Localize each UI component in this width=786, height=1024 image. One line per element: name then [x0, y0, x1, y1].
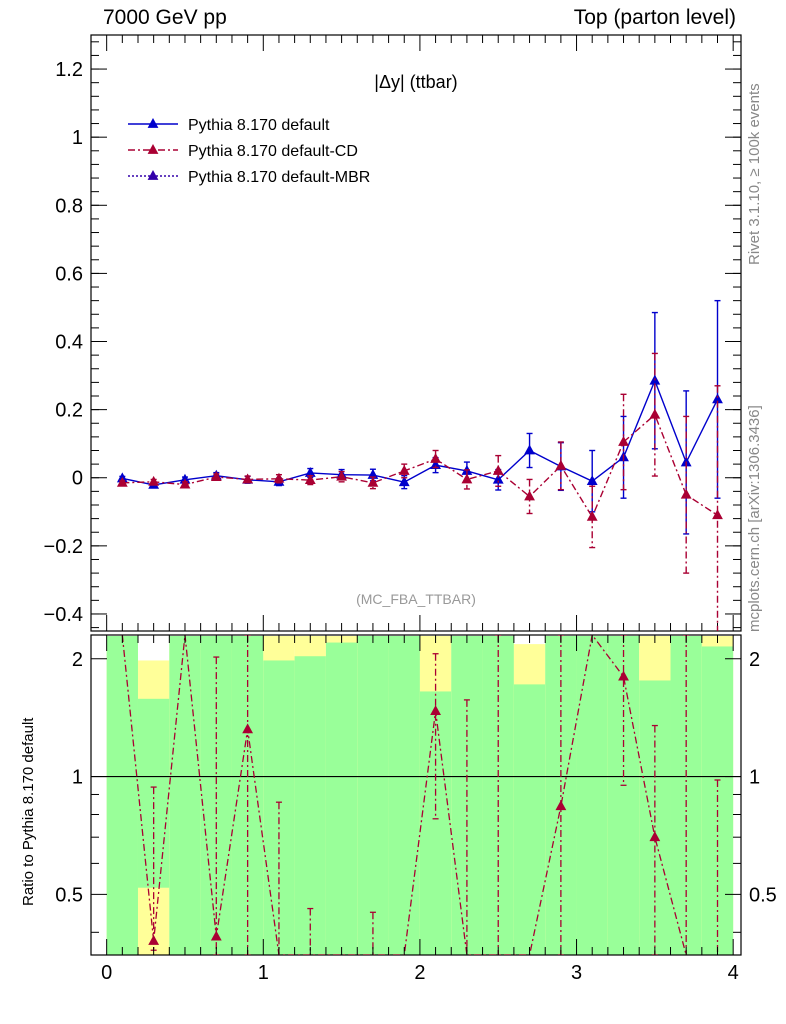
legend: Pythia 8.170 default Pythia 8.170 default… [128, 117, 370, 186]
ratio-y-tick-label: 2 [72, 649, 83, 671]
chart-title: |Δy| (ttbar) [374, 72, 457, 92]
series-1 [116, 352, 723, 631]
data-point [179, 478, 191, 489]
data-point [210, 471, 222, 481]
y-tick-label: −0.4 [44, 604, 83, 626]
series-line [122, 378, 719, 486]
ratio-band-inner [357, 635, 389, 955]
series-line [122, 413, 718, 519]
data-point [304, 466, 316, 477]
data-point [649, 408, 661, 419]
data-point [712, 393, 723, 404]
data-point [555, 459, 567, 470]
header-left: 7000 GeV pp [103, 6, 227, 29]
ratio-y-ticks: 0.5 0.5 1 1 2 2 [55, 649, 777, 933]
data-point [492, 473, 504, 484]
y-tick-label: −0.2 [44, 536, 83, 558]
data-point [492, 464, 504, 475]
data-point [398, 464, 410, 475]
x-tick-label: 3 [571, 962, 582, 984]
y-tick-label: 0.8 [55, 195, 83, 217]
x-tick-label: 2 [414, 962, 425, 984]
ratio-y-axis-label: Ratio to Pythia 8.170 default [20, 717, 37, 906]
y-tick-label: 0 [72, 468, 83, 490]
data-point [148, 475, 160, 486]
ratio-point [555, 800, 567, 811]
ratio-point [210, 930, 222, 941]
data-point [680, 488, 692, 499]
data-point [242, 473, 254, 484]
data-point [273, 472, 285, 483]
main-x-ticks [106, 35, 734, 631]
ratio-y-tick-label: 2 [749, 649, 760, 671]
x-tick-label: 4 [728, 962, 739, 984]
data-point [618, 435, 629, 446]
y-tick-label: 0.4 [55, 332, 83, 354]
legend-label: Pythia 8.170 default-MBR [188, 169, 370, 186]
data-point [430, 459, 441, 470]
y-tick-label: 1.2 [55, 59, 83, 81]
x-tick-label: 1 [258, 962, 269, 984]
ratio-point [242, 723, 254, 734]
legend-marker [147, 170, 159, 180]
legend-marker [147, 144, 159, 154]
data-point [680, 456, 692, 467]
data-point [712, 509, 723, 520]
ratio-frame [90, 634, 742, 956]
ratio-y-tick-label: 1 [749, 767, 760, 789]
ratio-band-inner [576, 635, 608, 955]
ratio-band-inner [294, 656, 326, 955]
ratio-y-tick-label: 1 [72, 767, 83, 789]
chart-annotation: (MC_FBA_TTBAR) [356, 591, 476, 607]
header-right: Top (parton level) [573, 6, 736, 29]
ratio-band-inner [169, 635, 201, 955]
data-point [398, 476, 410, 487]
ratio-y-tick-label: 0.5 [749, 884, 777, 906]
data-point [586, 475, 598, 486]
ratio-band-inner [388, 635, 420, 955]
ratio-point [649, 831, 661, 842]
data-point [304, 474, 316, 485]
y-tick-label: 0.2 [55, 400, 83, 422]
ratio-series [91, 635, 741, 955]
ratio-band-inner [325, 642, 358, 955]
ratio-band-inner [607, 635, 640, 955]
data-point [586, 510, 598, 521]
legend-marker [147, 118, 159, 128]
series-0 [116, 299, 723, 535]
data-point [524, 490, 535, 501]
ratio-point [430, 705, 441, 715]
legend-label: Pythia 8.170 default-CD [188, 143, 358, 160]
data-point [116, 476, 128, 487]
legend-label: Pythia 8.170 default [188, 117, 330, 134]
ratio-band-inner [106, 635, 138, 955]
ratio-x-ticks: 0 1 2 3 4 [101, 635, 739, 984]
ratio-y-tick-label: 0.5 [55, 884, 83, 906]
x-tick-label: 0 [101, 962, 112, 984]
ratio-point [148, 935, 160, 945]
mcplots-label: mcplots.cern.ch [arXiv:1306.3436] [746, 405, 763, 632]
data-point [367, 476, 379, 487]
main-frame [90, 34, 742, 632]
data-point [430, 453, 441, 463]
rivet-label: Rivet 3.1.10, ≥ 100k events [746, 83, 763, 265]
main-y-ticks: −0.4 −0.2 0 0.2 0.4 0.6 0.8 1 1.2 [44, 41, 741, 629]
data-point [524, 444, 535, 455]
ratio-bands [106, 635, 734, 955]
y-tick-label: 0.6 [55, 263, 83, 285]
data-point [336, 470, 348, 481]
ratio-point [618, 670, 629, 681]
y-tick-label: 1 [72, 127, 83, 149]
data-point [461, 473, 473, 484]
ratio-band-inner [513, 684, 546, 955]
